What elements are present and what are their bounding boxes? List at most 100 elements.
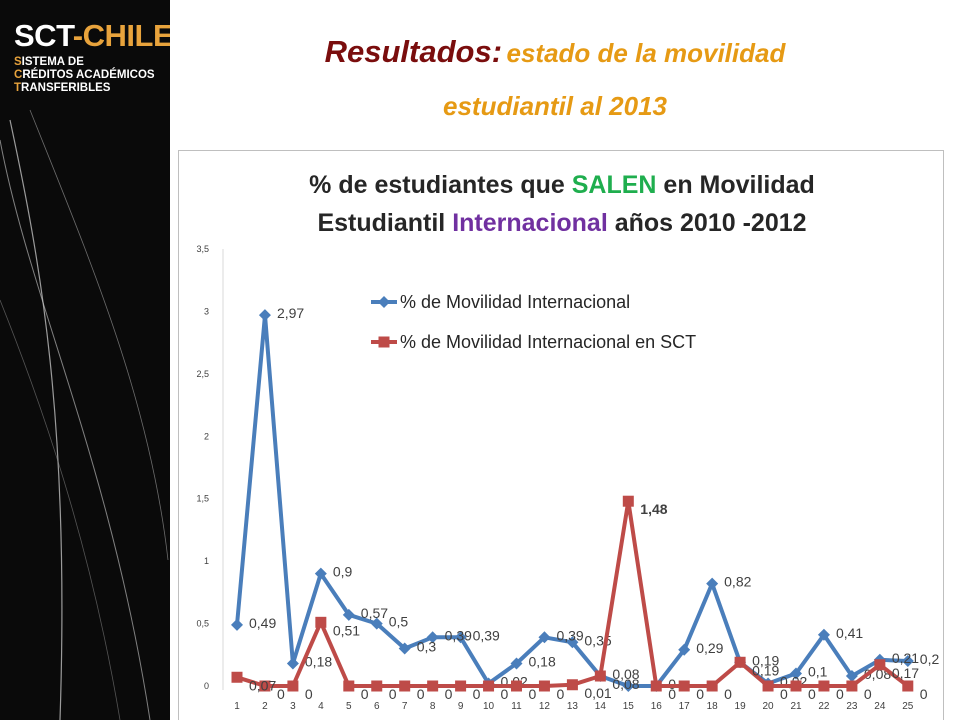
- series-2-point: [734, 656, 746, 668]
- data-label-series-2: 0: [780, 686, 788, 702]
- y-tick-label: 2,5: [196, 369, 209, 379]
- chart-title-part: Internacional: [452, 209, 608, 237]
- series-1-point: [538, 631, 551, 644]
- y-tick-label: 3,5: [196, 244, 209, 254]
- sidebar-logo-panel: SCT-CHILE SISTEMA DE CRÉDITOS ACADÉMICOS…: [0, 0, 170, 720]
- logo-line-2: CRÉDITOS ACADÉMICOS: [14, 69, 155, 81]
- logo-brand-a: SCT: [14, 18, 73, 53]
- data-label-series-1: 0,29: [696, 640, 723, 656]
- legend-marker-1: [378, 296, 390, 308]
- x-tick-label: 11: [511, 701, 522, 712]
- slide-title-lead: Resultados:: [324, 34, 503, 69]
- data-label-series-1: 0,18: [305, 654, 332, 670]
- series-1-point: [790, 667, 802, 680]
- x-tick-label: 8: [430, 701, 436, 712]
- series-2-point: [343, 680, 355, 692]
- x-tick-label: 10: [483, 701, 495, 712]
- series-2-point: [762, 680, 774, 692]
- data-label-series-1: 0,5: [389, 614, 409, 630]
- data-label-series-1: 0,49: [249, 615, 276, 631]
- series-1-point: [901, 655, 914, 668]
- series-2-point: [622, 495, 634, 507]
- data-label-series-2: 0,17: [892, 665, 919, 681]
- data-label-series-2: 0: [696, 686, 704, 702]
- series-1-point: [845, 670, 858, 683]
- data-label-series-1: 0,2: [920, 651, 940, 667]
- slide-title: Resultados: estado de la movilidad estud…: [180, 28, 930, 135]
- x-tick-label: 7: [402, 701, 408, 712]
- data-label-series-2: 0: [668, 686, 676, 702]
- logo-tagline: SISTEMA DE CRÉDITOS ACADÉMICOS TRANSFERI…: [14, 56, 155, 95]
- data-label-series-1: 0,9: [333, 564, 353, 580]
- y-tick-label: 0,5: [196, 619, 209, 629]
- chart-title-line-2: Estudiantil Internacional años 2010 -201…: [317, 209, 806, 237]
- chart-title-part: años 2010 -2012: [608, 209, 807, 237]
- chart-frame: % de estudiantes que SALEN en Movilidad E…: [178, 150, 944, 720]
- data-label-series-1: 0,19: [752, 652, 779, 668]
- logo-line-1: SISTEMA DE: [14, 56, 84, 68]
- data-label-series-2: 0: [473, 686, 481, 702]
- series-2-point: [511, 680, 522, 692]
- x-tick-label: 4: [318, 701, 324, 712]
- series-1-point: [817, 628, 830, 641]
- legend-label-1: % de Movilidad Internacional: [400, 292, 630, 312]
- series-2-point: [259, 680, 271, 692]
- x-tick-label: 15: [623, 701, 635, 712]
- data-label-series-1: 0,39: [473, 627, 500, 643]
- data-label-series-2: 0: [864, 686, 872, 702]
- data-label-series-2: 0: [724, 686, 732, 702]
- series-2-point: [399, 680, 411, 692]
- series-2-point: [538, 680, 550, 692]
- slide-title-rest-1: estado de la movilidad: [506, 38, 786, 68]
- chart-title-line-1: % de estudiantes que SALEN en Movilidad: [309, 171, 815, 199]
- series-2-point: [790, 680, 802, 692]
- x-tick-label: 14: [595, 701, 607, 712]
- series-1-point: [314, 567, 327, 580]
- x-tick-label: 13: [567, 701, 579, 712]
- data-label-series-1: 0,39: [556, 627, 583, 643]
- data-label-series-2: 0: [305, 686, 313, 702]
- y-tick-label: 0: [204, 681, 209, 691]
- legend-label-2: % de Movilidad Internacional en SCT: [400, 332, 696, 352]
- series-1-point: [286, 657, 299, 670]
- data-label-series-2: 0: [389, 686, 397, 702]
- x-tick-label: 20: [762, 701, 774, 712]
- data-label-series-2: 0: [920, 686, 928, 702]
- x-tick-label: 16: [651, 701, 663, 712]
- series-2-point: [315, 616, 327, 628]
- data-label-series-1: 0,18: [529, 654, 556, 670]
- series-1-point: [231, 618, 243, 631]
- data-label-series-1: 2,97: [277, 305, 304, 321]
- sidebar-decoration: [0, 109, 169, 720]
- series-2-point: [427, 680, 439, 692]
- data-label-series-2: 0: [417, 686, 425, 702]
- data-label-series-2: 0: [529, 686, 537, 702]
- logo-brand-b: -CHILE: [72, 18, 170, 53]
- series-1-point: [678, 643, 691, 656]
- data-label-series-1: 0,82: [724, 574, 751, 590]
- slide-title-rest-2: estudiantil al 2013: [443, 91, 667, 121]
- data-label-series-1: 0,08: [612, 666, 639, 682]
- series-2-point: [566, 679, 578, 691]
- line-chart: % de estudiantes que SALEN en Movilidad E…: [196, 171, 940, 712]
- series-1-point: [370, 617, 383, 630]
- series-1-point: [342, 608, 355, 621]
- series-1-point: [398, 642, 411, 655]
- x-tick-label: 3: [290, 701, 296, 712]
- series-2-point: [483, 680, 495, 692]
- x-tick-label: 22: [818, 701, 830, 712]
- data-label-series-2: 0,51: [333, 622, 360, 638]
- y-tick-label: 1,5: [196, 494, 209, 504]
- data-label-series-2: 0: [501, 686, 509, 702]
- data-label-series-2: 0,01: [584, 685, 611, 701]
- y-tick-label: 3: [204, 306, 209, 316]
- chart-title-part: en Movilidad: [656, 171, 814, 199]
- series-2-point: [706, 680, 718, 692]
- y-tick-label: 2: [204, 431, 209, 441]
- slide-title-line-2: estudiantil al 2013: [180, 82, 930, 135]
- logo-line-3: TRANSFERIBLES: [14, 82, 111, 94]
- x-tick-label: 12: [539, 701, 551, 712]
- data-label-series-1: 0,3: [417, 639, 437, 655]
- y-tick-label: 1: [204, 556, 209, 566]
- chart-title-part: Estudiantil: [317, 209, 452, 237]
